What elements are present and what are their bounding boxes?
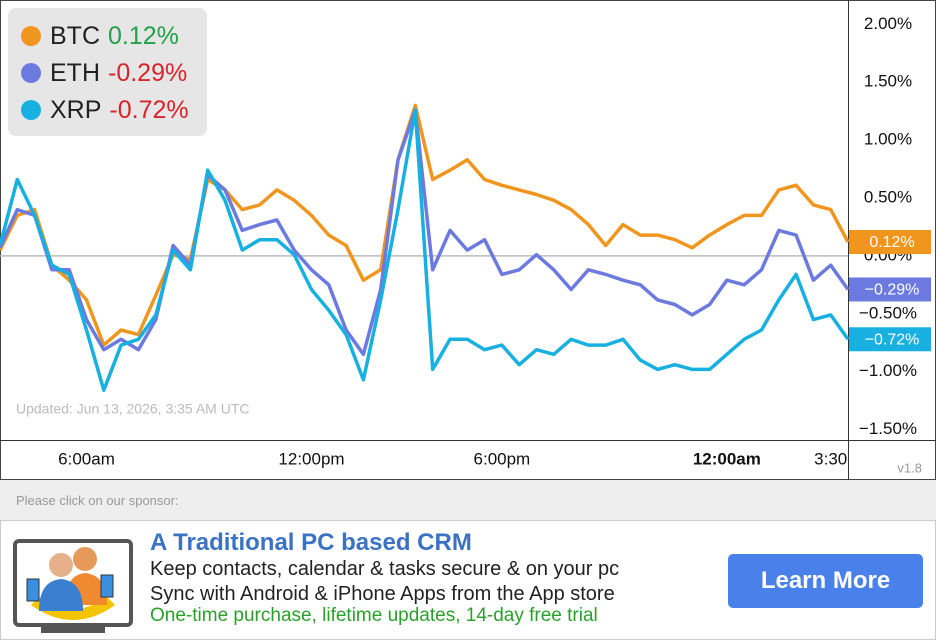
y-tick-label: 1.00% bbox=[864, 130, 912, 149]
legend-change: -0.29% bbox=[108, 59, 187, 87]
x-tick-label: 6:00pm bbox=[474, 449, 531, 468]
last-value-label: 0.12% bbox=[869, 234, 914, 251]
x-tick-label: 6:00am bbox=[58, 449, 115, 468]
ad-icon bbox=[13, 539, 133, 633]
legend-box bbox=[8, 8, 207, 136]
learn-more-button[interactable]: Learn More bbox=[728, 554, 923, 608]
last-value-label: −0.72% bbox=[865, 331, 920, 348]
series-line bbox=[0, 103, 850, 347]
x-tick-label: 3:30 bbox=[814, 449, 847, 468]
sponsor-area: Please click on our sponsor: A Tradition… bbox=[0, 480, 936, 640]
ad[interactable]: A Traditional PC based CRM Keep contacts… bbox=[0, 520, 936, 640]
last-value-tag bbox=[849, 327, 931, 352]
legend-name: BTC bbox=[50, 22, 100, 50]
y-tick-label: −1.00% bbox=[859, 361, 917, 380]
ad-offer: One-time purchase, lifetime updates, 14-… bbox=[150, 605, 598, 626]
legend-swatch bbox=[21, 63, 41, 83]
version: v1.8 bbox=[897, 460, 922, 475]
legend-entry: BTC 0.12% bbox=[50, 22, 179, 50]
ad-line: Keep contacts, calendar & tasks secure &… bbox=[150, 558, 620, 580]
sponsor-prompt: Please click on our sponsor: bbox=[16, 493, 179, 508]
chart: Updated: Jun 13, 2026, 3:35 AM UTC v1.8 … bbox=[0, 0, 936, 480]
y-tick-label: −1.50% bbox=[859, 419, 917, 438]
updated-note: Updated: Jun 13, 2026, 3:35 AM UTC bbox=[16, 401, 249, 417]
last-value-tag bbox=[849, 277, 931, 302]
series-line bbox=[0, 108, 850, 392]
legend-swatch bbox=[21, 26, 41, 46]
y-tick-label: 1.50% bbox=[864, 72, 912, 91]
legend-swatch bbox=[21, 100, 41, 120]
x-tick-label: 12:00pm bbox=[278, 449, 344, 468]
series-line bbox=[0, 108, 850, 357]
ad-line: Sync with Android & iPhone Apps from the… bbox=[150, 583, 615, 605]
y-tick-label: 2.00% bbox=[864, 14, 912, 33]
last-value-tag bbox=[849, 230, 931, 254]
legend-change: 0.12% bbox=[108, 22, 179, 50]
y-tick-label: 0.50% bbox=[864, 187, 912, 206]
legend-entry: XRP -0.72% bbox=[50, 96, 189, 124]
x-tick-label: 12:00am bbox=[693, 449, 761, 468]
last-value-label: −0.29% bbox=[865, 282, 920, 299]
legend-name: XRP bbox=[50, 96, 101, 124]
lines bbox=[0, 103, 850, 392]
y-tick-label: −0.50% bbox=[859, 303, 917, 322]
legend-entry: ETH -0.29% bbox=[50, 59, 187, 87]
legend-change: -0.72% bbox=[109, 96, 188, 124]
ad-title[interactable]: A Traditional PC based CRM bbox=[150, 529, 472, 556]
legend-name: ETH bbox=[50, 59, 100, 87]
